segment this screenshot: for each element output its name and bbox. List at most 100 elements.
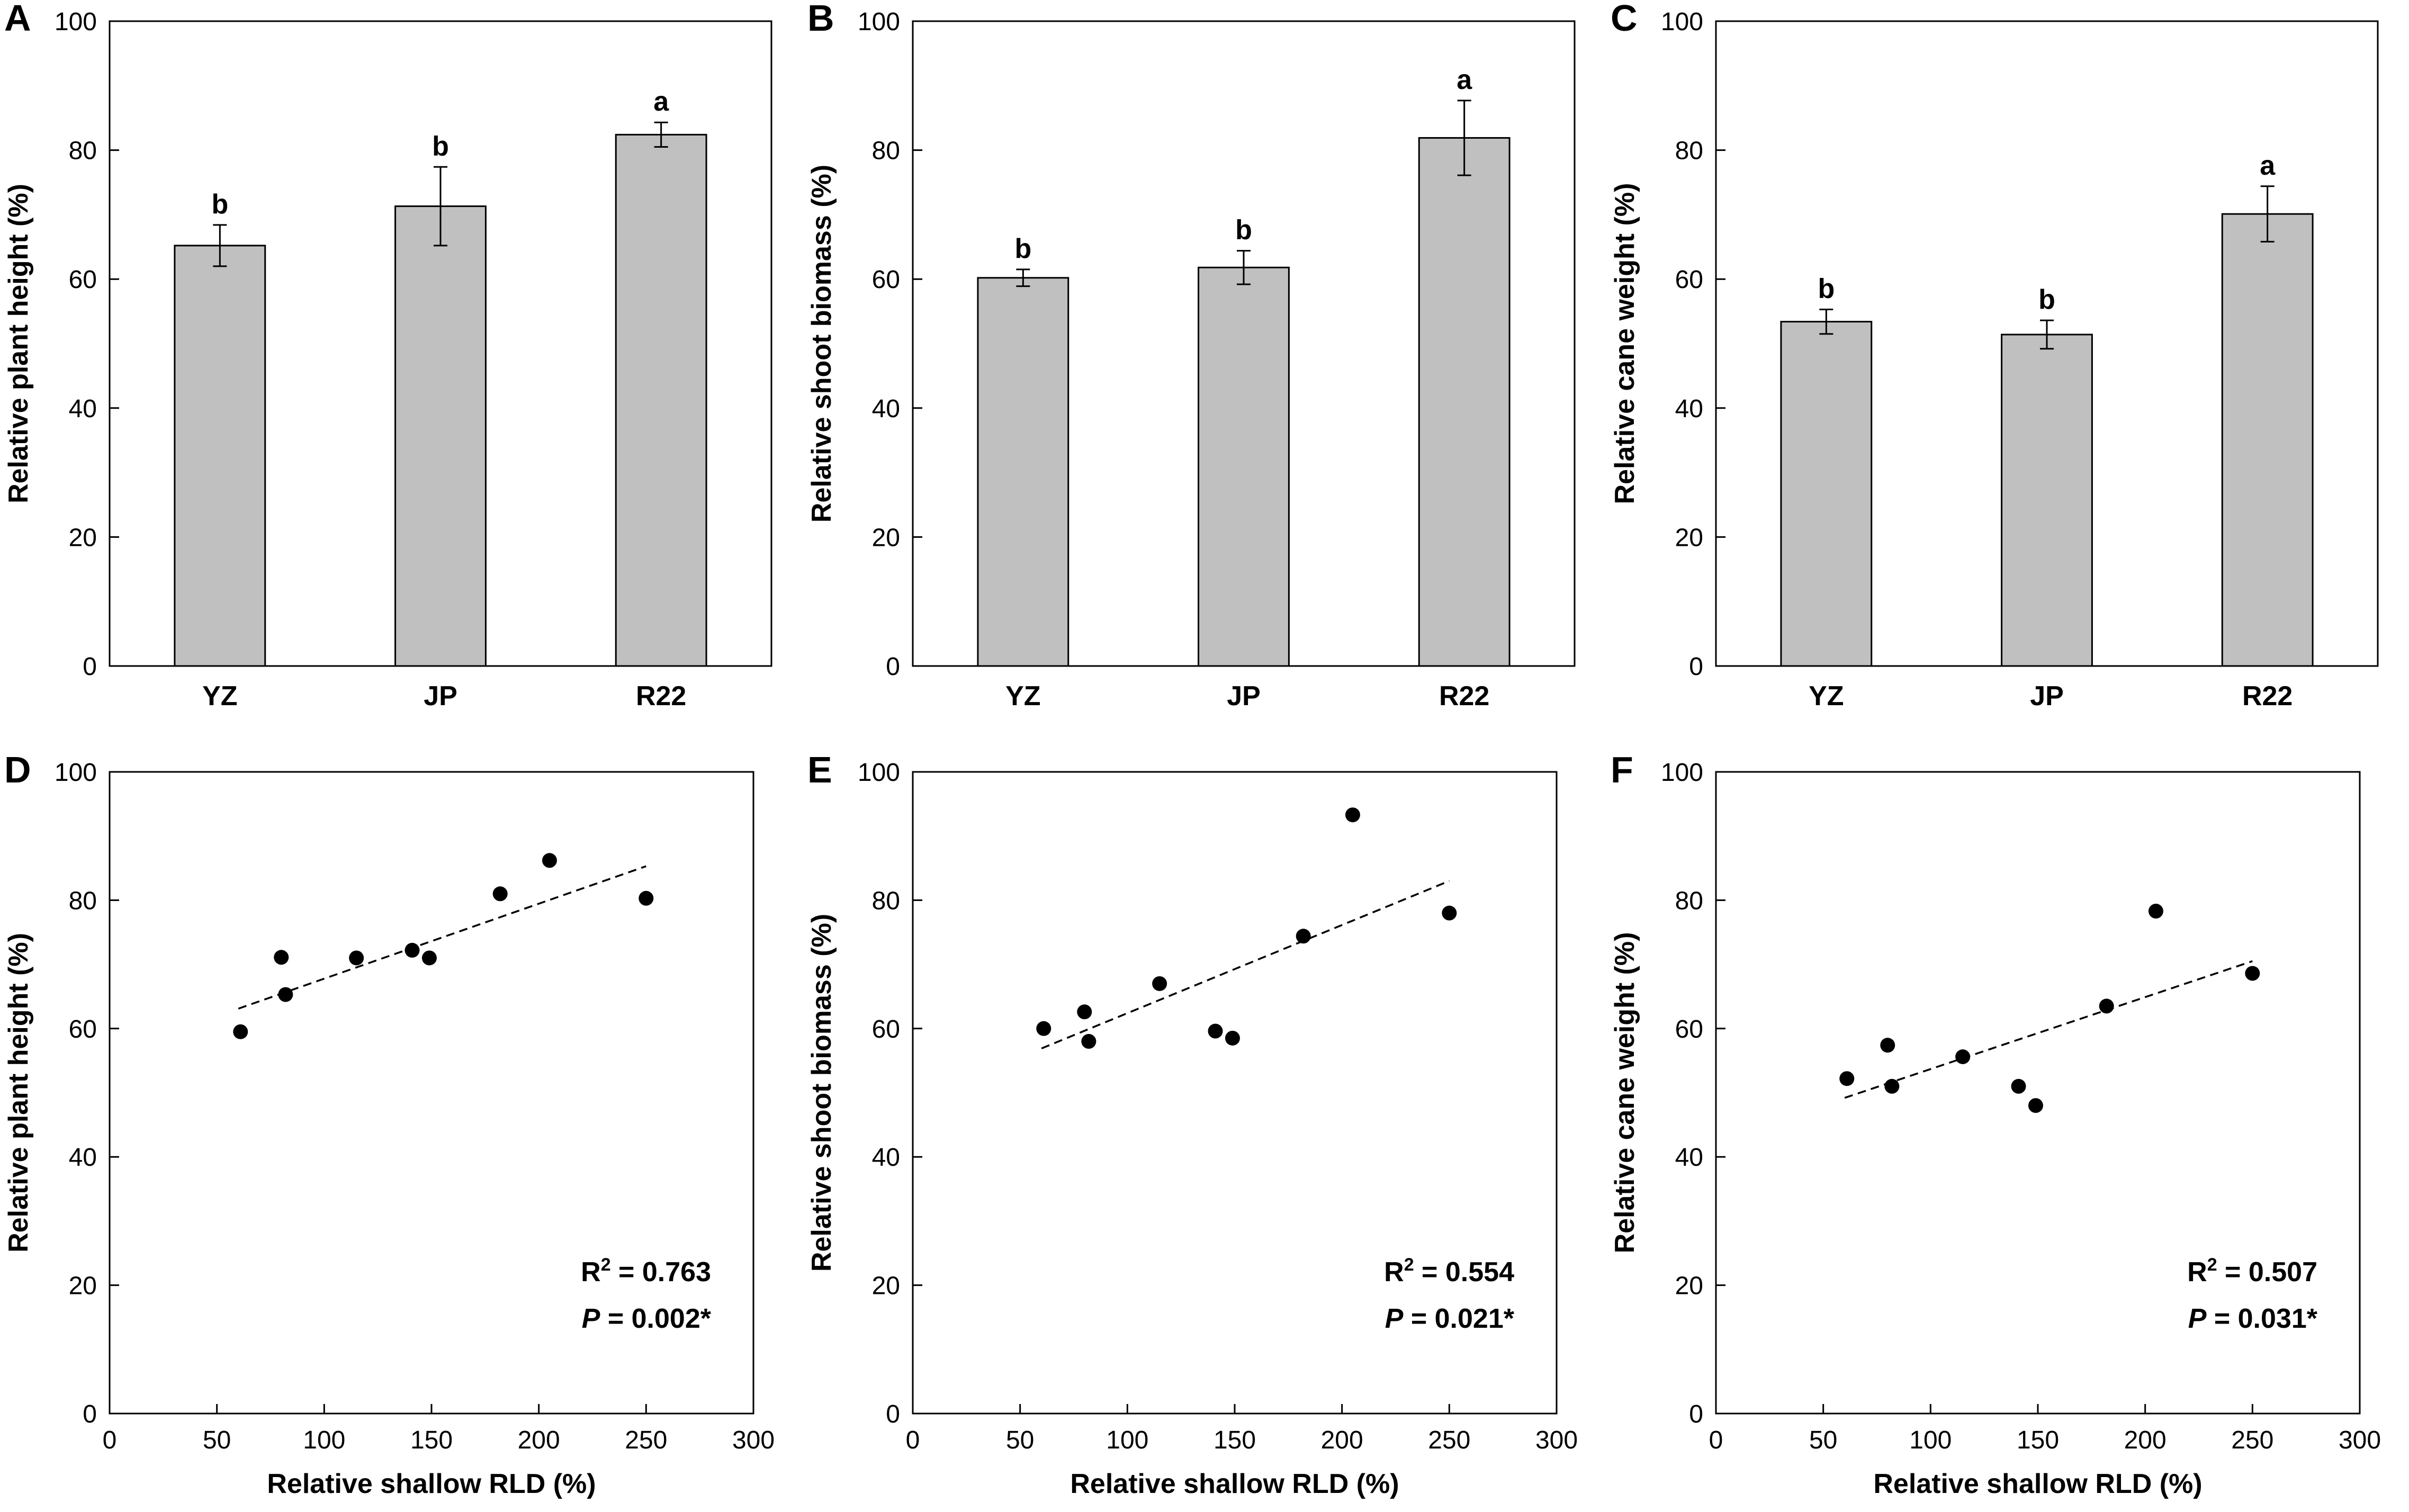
p-value-label: P	[582, 1303, 600, 1334]
panel-letter: D	[4, 749, 31, 790]
p-value-label: P	[2188, 1303, 2207, 1334]
y-tick-label: 40	[69, 395, 97, 423]
y-axis-title: Relative plant height (%)	[3, 184, 34, 503]
data-point	[1152, 976, 1167, 991]
data-point	[2099, 998, 2114, 1014]
x-tick-label: 150	[410, 1426, 453, 1454]
p-value-value: = 0.021*	[1403, 1303, 1514, 1334]
y-tick-label: 80	[872, 137, 900, 165]
data-point	[274, 950, 289, 965]
y-axis-title: Relative shoot biomass (%)	[806, 165, 837, 523]
r-squared-label: R	[1384, 1257, 1404, 1288]
y-tick-label: 20	[69, 1272, 97, 1300]
r-squared-value: = 0.763	[611, 1257, 711, 1288]
y-tick-label: 100	[55, 8, 97, 36]
significance-letter: b	[2038, 284, 2055, 315]
y-tick-label: 80	[1675, 137, 1703, 165]
panel-e: 0 20 40 60 80 100 Relative shoot biomass (%) E 0…	[803, 749, 1606, 1504]
data-point	[1077, 1004, 1092, 1020]
x-axis-title: Relative shallow RLD (%)	[1873, 1469, 2202, 1499]
y-tick-label: 20	[1675, 1272, 1703, 1300]
data-point	[492, 886, 508, 902]
significance-letter: b	[1014, 233, 1031, 264]
data-point	[278, 987, 293, 1002]
data-point	[233, 1024, 248, 1039]
data-point	[1296, 929, 1311, 944]
panel-letter: C	[1611, 0, 1638, 39]
x-axis-title: Relative shallow RLD (%)	[267, 1469, 596, 1499]
significance-letter: b	[211, 189, 228, 220]
y-tick-label: 80	[872, 887, 900, 915]
category-label: R22	[1439, 681, 1489, 712]
panel-d: 0 20 40 60 80 100 Relative plant height (%) D 0 5…	[0, 749, 803, 1504]
data-point	[2011, 1078, 2026, 1094]
data-point	[1081, 1034, 1096, 1049]
y-tick-label: 0	[1689, 1400, 1703, 1428]
x-tick-label: 300	[2339, 1426, 2381, 1454]
data-point	[1839, 1071, 1855, 1086]
x-tick-label: 300	[732, 1426, 775, 1454]
p-value-label: P	[1385, 1303, 1404, 1334]
r-squared-value: = 0.507	[2217, 1257, 2317, 1288]
data-point	[1345, 807, 1360, 823]
x-tick-label: 100	[1106, 1426, 1148, 1454]
y-tick-label: 0	[886, 653, 900, 681]
significance-letter: b	[1235, 215, 1252, 246]
y-axis-title: Relative cane weight (%)	[1610, 183, 1640, 505]
significance-letter: b	[1818, 273, 1835, 304]
bar	[394, 205, 487, 667]
r-squared-label: R	[2187, 1257, 2207, 1288]
data-point	[349, 950, 364, 966]
x-tick-label: 200	[2124, 1426, 2167, 1454]
y-tick-label: 80	[69, 137, 97, 165]
x-tick-label: 100	[1909, 1426, 1952, 1454]
x-tick-label: 250	[625, 1426, 667, 1454]
trend-line	[238, 865, 646, 1010]
category-label: JP	[424, 681, 457, 712]
significance-letter: b	[432, 131, 449, 161]
panel-letter: F	[1611, 749, 1633, 790]
y-tick-label: 60	[1675, 1015, 1703, 1043]
r-squared-value: = 0.554	[1414, 1257, 1514, 1288]
y-tick-label: 40	[1675, 395, 1703, 423]
panel-f-chart: 0 20 40 60 80 100 Relative cane weight (%) F 0 50…	[1610, 749, 2381, 1499]
bar	[1418, 137, 1511, 667]
y-tick-label: 60	[872, 266, 900, 294]
y-tick-label: 60	[872, 1015, 900, 1043]
bar	[615, 133, 707, 667]
panel-c-chart: 0 20 40 60 80 100 Relative cane weight (%) Cb YZ…	[1610, 0, 2379, 712]
r-squared-text: R2 = 0.507	[2187, 1255, 2317, 1288]
r-squared-text: R2 = 0.763	[581, 1255, 711, 1288]
p-value-text: P = 0.031*	[2188, 1303, 2318, 1334]
x-tick-label: 50	[1809, 1426, 1837, 1454]
y-tick-label: 0	[83, 1400, 97, 1428]
significance-letter: a	[653, 86, 669, 117]
y-tick-label: 20	[872, 524, 900, 552]
category-label: JP	[2030, 681, 2064, 712]
x-tick-label: 200	[1321, 1426, 1363, 1454]
x-tick-label: 150	[2017, 1426, 2059, 1454]
x-tick-label: 200	[518, 1426, 560, 1454]
bar	[1780, 321, 1873, 667]
data-point	[421, 950, 437, 966]
trend-line	[1844, 960, 2253, 1099]
p-value-value: = 0.031*	[2206, 1303, 2317, 1334]
x-tick-label: 0	[906, 1426, 920, 1454]
y-tick-label: 60	[69, 266, 97, 294]
panel-b-chart: 0 20 40 60 80 100 Relative shoot biomass (%) Bb…	[806, 0, 1576, 712]
data-point	[405, 942, 420, 958]
significance-letter: a	[2260, 150, 2276, 181]
data-point	[1208, 1023, 1223, 1039]
x-tick-label: 300	[1535, 1426, 1578, 1454]
r-squared-superscript: 2	[1404, 1255, 1414, 1275]
r-squared-text: R2 = 0.554	[1384, 1255, 1514, 1288]
bar	[977, 277, 1069, 667]
y-axis-title: Relative cane weight (%)	[1610, 932, 1640, 1254]
data-point	[542, 853, 557, 868]
data-point	[2148, 904, 2163, 919]
bar	[2221, 213, 2314, 667]
bar	[1198, 266, 1290, 667]
category-label: R22	[636, 681, 686, 712]
